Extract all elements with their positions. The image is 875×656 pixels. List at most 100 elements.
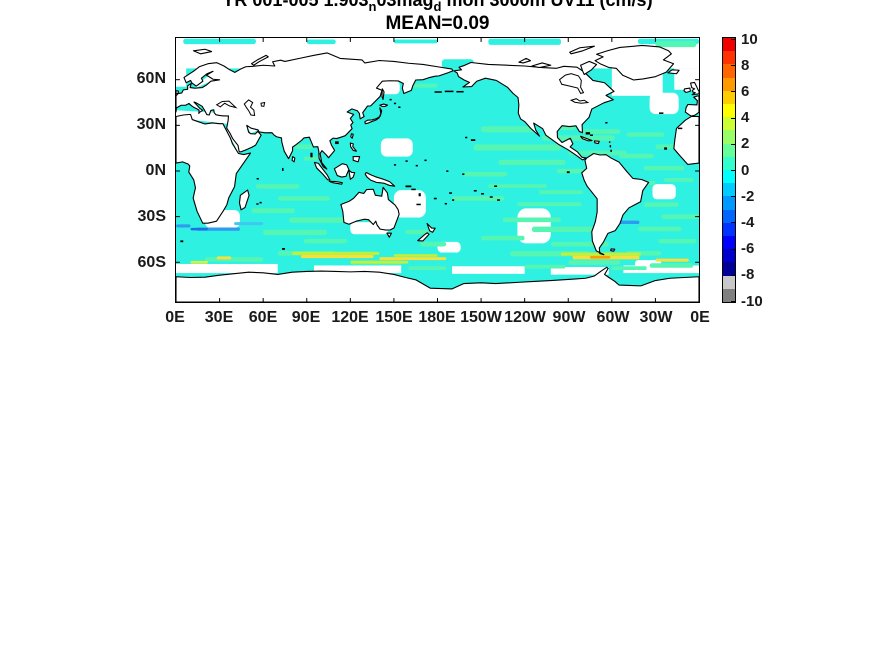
colorbar-tick-mark <box>731 170 735 171</box>
iberia-france-wrap <box>685 96 699 116</box>
sri-lanka <box>292 157 295 162</box>
colorbar-segment <box>723 288 735 303</box>
colorbar-tick-label: 6 <box>741 83 750 100</box>
x-tick-label: 150E <box>375 309 413 326</box>
colorbar-segment <box>723 249 735 263</box>
colorbar-swatches <box>723 38 735 303</box>
title-subscript-n: n <box>368 0 377 14</box>
taiwan <box>351 134 353 139</box>
ellesmere-island <box>570 46 595 54</box>
inland-seas <box>217 74 588 116</box>
new-guinea <box>365 173 394 187</box>
hudson-bay <box>560 74 584 94</box>
south-america <box>582 153 649 254</box>
colorbar-segment <box>723 222 735 237</box>
x-tick-label: 90E <box>291 309 321 326</box>
colorbar-segment <box>723 90 735 105</box>
black-sea <box>217 101 236 107</box>
x-tick-label: 120E <box>331 309 369 326</box>
colorbar-segment <box>723 196 735 211</box>
x-tick-label: 120W <box>504 309 546 326</box>
title-text: mon 3000m UV11 (cm/s) <box>441 0 653 10</box>
colorbar-segment <box>723 183 735 197</box>
colorbar-tick-label: -6 <box>741 240 755 257</box>
colorbar-tick-mark <box>731 222 735 223</box>
ireland <box>684 88 690 92</box>
colorbar-tick-mark <box>731 275 735 276</box>
colorbar-segment <box>723 117 735 131</box>
colorbar-segment <box>723 77 735 92</box>
colorbar-tick-mark <box>731 196 735 197</box>
sumatra <box>314 162 330 180</box>
colorbar-segment <box>723 170 735 184</box>
philippines-luzon <box>350 143 356 151</box>
figure-title-line1: YR 001-005 1.903n03magd mon 3000m UV11 (… <box>175 0 700 14</box>
australia <box>341 187 399 230</box>
java <box>329 181 342 184</box>
colorbar-segment <box>723 130 735 145</box>
title-text: YR 001-005 1.903 <box>222 0 369 10</box>
cuba <box>581 136 592 141</box>
y-tick-label: 0N <box>145 162 166 179</box>
svalbard <box>193 49 211 54</box>
philippines-mindanao <box>353 157 360 162</box>
baffin-island <box>581 61 597 74</box>
colorbar-segment <box>723 262 735 277</box>
colorbar-tick-label: -4 <box>741 214 755 231</box>
colorbar-segment <box>723 275 735 290</box>
uk-west <box>691 82 699 94</box>
x-tick-label: 180E <box>418 309 456 326</box>
acc-positive-streaks <box>190 251 689 264</box>
greenland <box>595 45 673 80</box>
colorbar-tick-mark <box>731 249 735 250</box>
colorbar-tick-label: 10 <box>741 31 758 48</box>
x-tick-label: 30W <box>639 309 673 326</box>
colorbar-tick-mark <box>731 144 735 145</box>
positive-anomaly-streaks <box>205 41 699 271</box>
island-specks <box>180 90 683 250</box>
colorbar <box>722 37 736 303</box>
antarctica <box>176 267 699 302</box>
caspian-sea <box>244 100 254 116</box>
x-tick-label: 150W <box>460 309 502 326</box>
iceland <box>668 70 679 74</box>
colorbar-segment <box>723 156 735 171</box>
new-zealand-south <box>418 233 429 241</box>
colorbar-segment <box>723 51 735 65</box>
colorbar-segment <box>723 64 735 79</box>
colorbar-tick-label: 0 <box>741 162 750 179</box>
x-tick-label: 90W <box>552 309 586 326</box>
tasmania <box>387 233 392 237</box>
title-subscript-d: d <box>433 0 442 14</box>
world-map <box>176 38 699 302</box>
colorbar-tick-mark <box>731 301 735 302</box>
africa <box>176 114 251 223</box>
x-tick-label: 60W <box>596 309 630 326</box>
colorbar-tick-mark <box>731 91 735 92</box>
great-lakes <box>571 99 588 104</box>
sakhalin <box>382 89 384 100</box>
new-zealand-north <box>427 223 435 232</box>
japan-honshu <box>365 108 382 124</box>
y-tick-label: 30S <box>137 208 166 225</box>
colorbar-segment <box>723 236 735 250</box>
colorbar-tick-mark <box>731 65 735 66</box>
y-tick-label: 60S <box>137 254 166 271</box>
x-tick-label: 0E <box>690 309 710 326</box>
figure-title-mean: MEAN=0.09 <box>385 13 490 34</box>
sulawesi <box>349 170 355 179</box>
colorbar-segment <box>723 209 735 224</box>
eurasia <box>176 53 453 169</box>
map-axes <box>175 37 700 303</box>
uk-east <box>176 91 178 94</box>
madagascar <box>239 190 249 210</box>
colorbar-segment <box>723 38 735 52</box>
borneo <box>334 164 349 177</box>
banks-island <box>519 58 531 63</box>
colorbar-tick-mark <box>731 39 735 40</box>
colorbar-tick-label: -8 <box>741 266 755 283</box>
aral-sea <box>261 103 265 107</box>
y-tick-label: 30N <box>136 116 166 133</box>
colorbar-tick-label: 2 <box>741 135 750 152</box>
